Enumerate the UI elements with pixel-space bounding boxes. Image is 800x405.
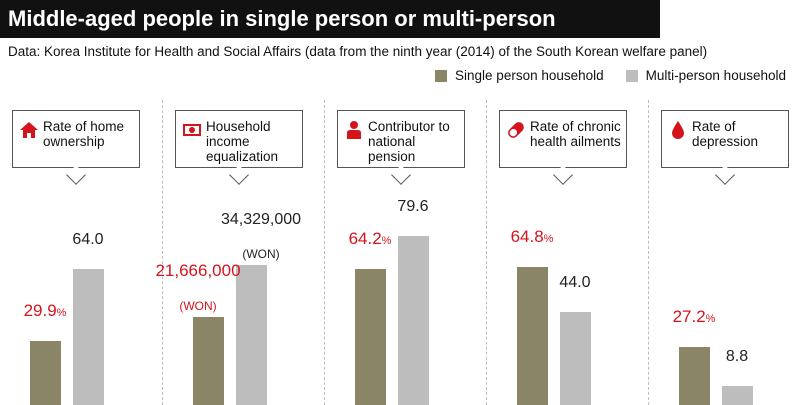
panel-2: Household income equalization 21,666,000(… <box>155 100 324 405</box>
pill-icon <box>506 120 526 140</box>
bubble-tail <box>391 165 411 185</box>
bar-multi <box>73 269 104 405</box>
value-label-multi: 8.8 <box>725 348 749 366</box>
value-label-multi-unit: (WON) <box>242 247 280 261</box>
panel-label-bubble: Rate of home ownership <box>12 110 140 185</box>
panel-3: Contributor to national pension 64.2% 79.6 <box>324 100 486 405</box>
panel-label-bubble: Rate of chronic health ailments <box>499 110 627 185</box>
bar-multi <box>560 311 591 405</box>
legend: Single person household Multi-person hou… <box>413 68 786 83</box>
bar-single <box>679 347 710 405</box>
bar-single <box>30 341 61 405</box>
value-label-single: 21,666,000 <box>155 260 241 280</box>
panel-label: Rate of chronic health ailments <box>530 119 621 149</box>
value-label-single: 64.2% <box>348 228 392 248</box>
data-source: Data: Korea Institute for Health and Soc… <box>8 44 708 59</box>
value-label-multi: 79.6 <box>397 197 429 215</box>
value-label-single: 27.2% <box>672 307 716 327</box>
bubble-tail <box>229 165 249 185</box>
legend-label-multi: Multi-person household <box>645 68 786 83</box>
bar-multi <box>722 386 753 405</box>
bar-multi <box>236 265 267 405</box>
panel-label-bubble: Household income equalization <box>175 110 303 185</box>
panel-1: Rate of home ownership 29.9% 64.0 <box>0 100 162 405</box>
legend-swatch-multi <box>625 69 638 82</box>
money-icon <box>182 120 202 140</box>
panel-label: Rate of home ownership <box>43 119 125 149</box>
value-label-single: 29.9% <box>23 301 67 321</box>
bubble-tail <box>66 165 86 185</box>
panel-label-bubble: Contributor to national pension <box>337 110 465 185</box>
panel-label: Contributor to national pension <box>368 119 450 164</box>
value-label-single-unit: (WON) <box>179 298 217 313</box>
person-icon <box>344 120 364 140</box>
drop-icon <box>668 120 688 140</box>
bubble-tail <box>553 165 573 185</box>
panel-5: Rate of depression 27.2% 8.8 <box>648 100 800 405</box>
value-label-multi: 44.0 <box>559 273 591 291</box>
legend-item-single: Single person household <box>435 68 604 83</box>
value-label-single: 64.8% <box>510 227 554 247</box>
panel-4: Rate of chronic health ailments 64.8% 44.0 <box>486 100 648 405</box>
house-icon <box>19 120 39 140</box>
bubble-tail <box>715 165 735 185</box>
legend-label-single: Single person household <box>455 68 604 83</box>
panel-label-bubble: Rate of depression <box>661 110 789 185</box>
legend-swatch-single <box>435 69 448 82</box>
bar-single <box>517 267 548 405</box>
panel-label: Household income equalization <box>206 119 279 164</box>
value-label-multi: 34,329,000 <box>220 211 302 228</box>
bar-single <box>355 268 386 405</box>
bar-single <box>193 316 224 405</box>
panel-label: Rate of depression <box>692 119 759 149</box>
chart-title: Middle-aged people in single person or m… <box>0 0 660 69</box>
value-label-multi: 64.0 <box>72 231 104 248</box>
legend-item-multi: Multi-person household <box>625 68 786 83</box>
bar-multi <box>398 235 429 405</box>
